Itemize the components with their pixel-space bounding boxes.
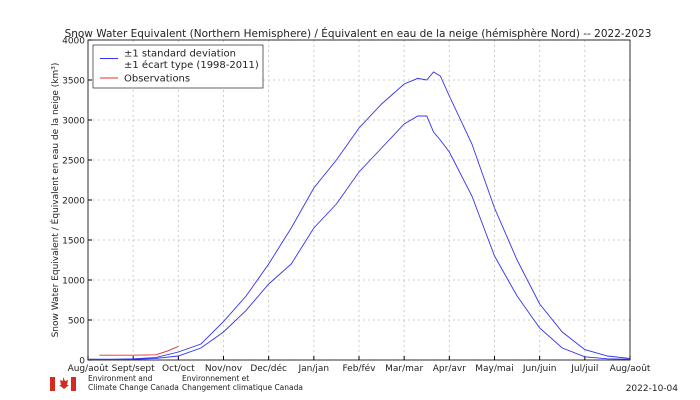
y-tick-label: 1000 <box>62 277 85 287</box>
x-tick-label: Mar/mar <box>385 364 423 374</box>
x-tick-label: Apr/avr <box>433 364 466 374</box>
x-tick-label: Feb/fév <box>343 363 377 374</box>
legend-label: ±1 standard deviation <box>124 49 236 60</box>
plot-frame <box>87 39 631 361</box>
x-tick-label: May/mai <box>475 364 513 374</box>
y-tick-label: 1500 <box>62 237 85 247</box>
y-tick-label: 3000 <box>62 117 85 127</box>
date: 2022-10-04 <box>626 384 679 394</box>
series-line <box>87 115 631 361</box>
y-tick-label: 3500 <box>62 77 85 87</box>
legend-box <box>92 44 264 89</box>
logo <box>50 377 76 391</box>
y-tick-label: 500 <box>68 317 85 327</box>
x-tick-label: Nov/nov <box>205 364 243 374</box>
x-tick-label: Oct/oct <box>162 364 195 374</box>
x-tick-label: Aug/août <box>610 364 651 374</box>
y-tick-label: 4000 <box>62 37 85 47</box>
x-tick-label: Dec/déc <box>250 363 287 374</box>
org-en: Environment and <box>88 374 153 383</box>
y-axis-label: Snow Water Equivalent / Équivalent en ea… <box>49 63 61 338</box>
series-line <box>88 71 631 360</box>
legend-label: Observations <box>124 74 190 85</box>
x-tick-label: Jul/juil <box>570 364 598 374</box>
x-tick-label: Aug/août <box>68 364 109 374</box>
legend-label: ±1 écart type (1998-2011) <box>124 59 259 71</box>
x-tick-label: Jun/juin <box>522 364 557 374</box>
org-en: Climate Change Canada <box>88 383 179 392</box>
x-tick-label: Sept/sept <box>112 364 155 374</box>
chart-title: Snow Water Equivalent (Northern Hemisphe… <box>65 27 652 40</box>
y-tick-label: 0 <box>79 357 85 367</box>
x-tick-label: Jan/jan <box>298 364 330 374</box>
org-fr: Changement climatique Canada <box>182 383 303 392</box>
y-tick-label: 2500 <box>62 157 85 167</box>
org-fr: Environnement et <box>182 374 249 383</box>
series-line <box>99 345 179 356</box>
y-tick-label: 2000 <box>62 197 85 207</box>
